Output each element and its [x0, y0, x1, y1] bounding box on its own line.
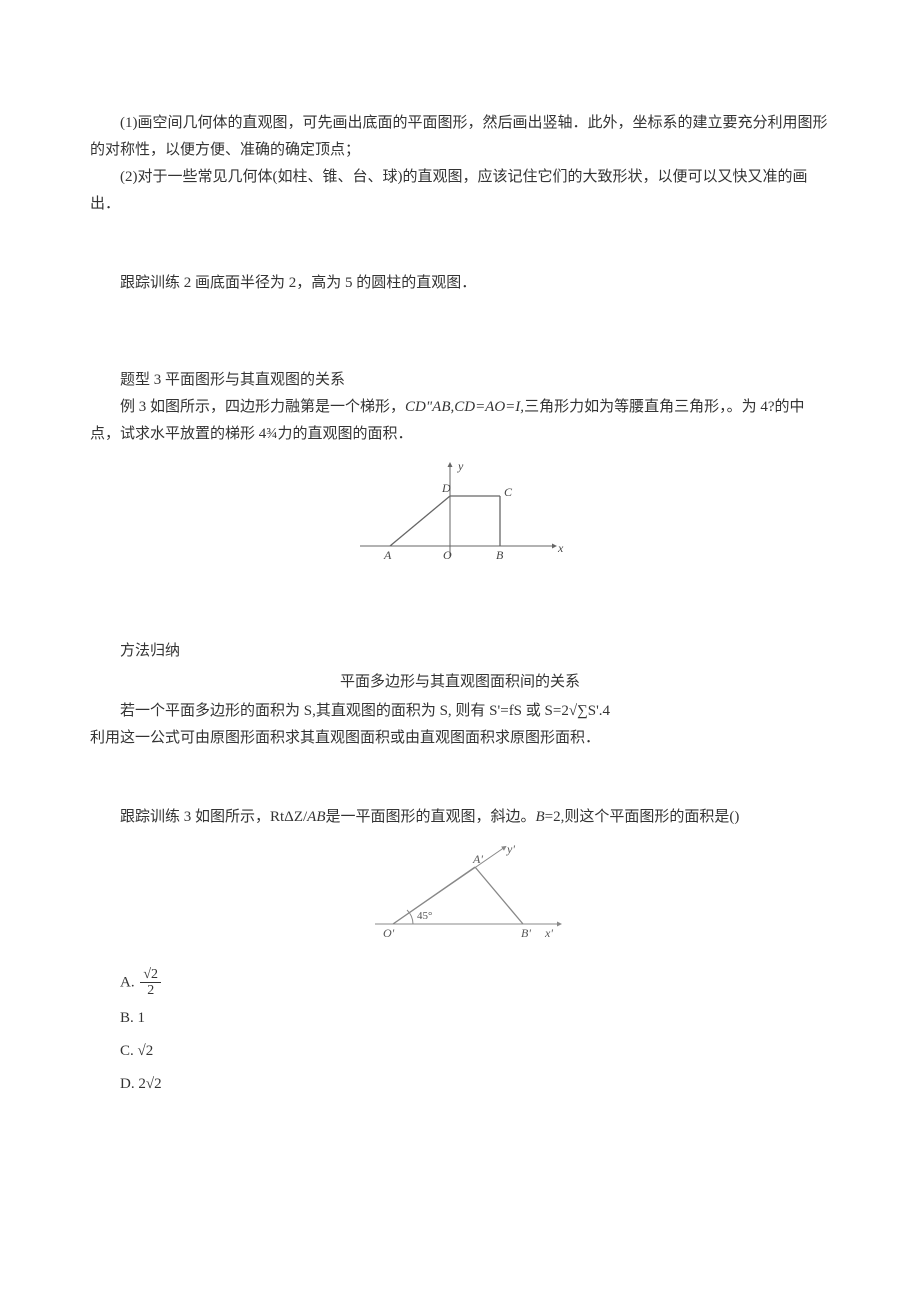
- fig2-label-A: A': [472, 852, 483, 866]
- fig1-label-x: x: [557, 541, 564, 555]
- fig2-label-B: B': [521, 926, 531, 940]
- fig1-label-B: B: [496, 548, 504, 562]
- fig1-label-D: D: [441, 481, 451, 495]
- fig1-label-C: C: [504, 485, 513, 499]
- figure-1: y x D C A O B: [90, 456, 830, 576]
- choice-C: C. √2: [120, 1038, 830, 1065]
- fig2-label-x: x': [544, 926, 553, 940]
- sec3-title: 题型 3 平面图形与其直观图的关系: [90, 367, 830, 394]
- fig1-label-A: A: [383, 548, 392, 562]
- fig2-label-angle: 45°: [417, 910, 432, 922]
- track3-text: 跟踪训练 3 如图所示，RtΔZ/AB是一平面图形的直观图，斜边。B=2,则这个…: [90, 804, 830, 831]
- figure-2: 45° O' A' B' x' y': [90, 839, 830, 949]
- fig2-label-y: y': [506, 842, 515, 856]
- choice-A: A. √2 2: [120, 967, 830, 999]
- ex3-text: 例 3 如图所示，四边形力融第是一个梯形，CD"AB,CD=AO=I,三角形力如…: [90, 394, 830, 448]
- intro-p2: (2)对于一些常见几何体(如柱、锥、台、球)的直观图，应该记住它们的大致形状，以…: [90, 164, 830, 218]
- choice-B: B. 1: [120, 1005, 830, 1032]
- choice-D: D. 2√2: [120, 1071, 830, 1098]
- fig2-label-O: O': [383, 926, 395, 940]
- intro-p1: (1)画空间几何体的直观图，可先画出底面的平面图形，然后画出竖轴．此外，坐标系的…: [90, 110, 830, 164]
- choice-list: A. √2 2 B. 1 C. √2 D. 2√2: [120, 967, 830, 1098]
- method-line1: 若一个平面多边形的面积为 S,其直观图的面积为 S, 则有 S'=fS 或 S=…: [90, 698, 830, 725]
- fig1-label-O: O: [443, 548, 452, 562]
- track2: 跟踪训练 2 画底面半径为 2，高为 5 的圆柱的直观图．: [90, 270, 830, 297]
- method-title: 平面多边形与其直观图面积间的关系: [90, 669, 830, 696]
- method-line2: 利用这一公式可由原图形面积求其直观图面积或由直观图面积求原图形面积．: [90, 725, 830, 752]
- method-heading: 方法归纳: [90, 638, 830, 665]
- fig1-label-y: y: [457, 459, 464, 473]
